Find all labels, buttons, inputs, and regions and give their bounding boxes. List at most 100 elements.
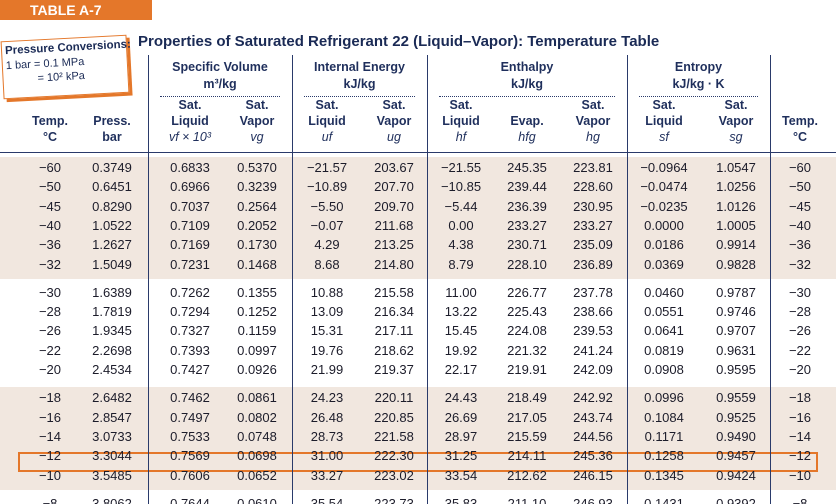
- cell: 8.79: [448, 256, 474, 272]
- cell: 0.0186: [644, 237, 684, 253]
- column-header: sf: [659, 130, 669, 144]
- cell: 0.0802: [237, 409, 277, 425]
- highlight: [18, 452, 818, 472]
- cell: 0.0908: [644, 362, 684, 377]
- column-header: Sat.: [178, 98, 202, 112]
- cell: −16: [38, 409, 62, 425]
- group-rule: [439, 96, 615, 97]
- column-header: °C: [42, 130, 58, 144]
- cell: 0.9914: [716, 237, 756, 253]
- cell: 24.23: [310, 390, 344, 406]
- cell: −36: [788, 237, 812, 253]
- cell: 13.09: [310, 304, 344, 320]
- cell: 236.39: [507, 198, 547, 214]
- cell: 0.5370: [237, 160, 277, 175]
- column-rule: [148, 55, 149, 504]
- cell: 0.1431: [644, 495, 684, 504]
- cell: 239.44: [507, 179, 547, 195]
- column-header: Liquid: [171, 114, 209, 128]
- cell: −18: [788, 390, 812, 406]
- column-header: Temp.: [32, 114, 68, 128]
- cell: 0.3749: [92, 160, 132, 175]
- cell: 0.9595: [716, 362, 756, 377]
- cell: 0.0861: [237, 390, 277, 406]
- cell: 26.48: [310, 409, 344, 425]
- cell: 238.66: [573, 304, 613, 320]
- cell: −0.0474: [640, 179, 688, 195]
- column-header: hg: [586, 130, 600, 144]
- cell: 235.09: [573, 237, 613, 253]
- cell: 246.15: [573, 467, 613, 483]
- column-header: Liquid: [442, 114, 480, 128]
- cell: 21.99: [310, 362, 344, 377]
- column-header: vf × 10³: [168, 130, 212, 144]
- cell: −26: [788, 323, 812, 339]
- cell: 3.3044: [92, 448, 132, 464]
- cell: −10.85: [440, 179, 482, 195]
- cell: 0.1084: [644, 409, 684, 425]
- cell: 217.11: [374, 323, 414, 339]
- column-header: ug: [387, 130, 401, 144]
- cell: 211.68: [374, 217, 414, 233]
- cell: 22.17: [444, 362, 478, 377]
- cell: 4.29: [314, 237, 340, 253]
- cell: 239.53: [573, 323, 613, 339]
- cell: −60: [38, 160, 62, 175]
- cell: 220.11: [374, 390, 414, 406]
- column-rule: [292, 55, 293, 504]
- column-header: Sat.: [245, 98, 269, 112]
- row-shade: [0, 157, 836, 279]
- cell: 28.97: [444, 428, 478, 444]
- cell: −45: [38, 198, 62, 214]
- cell: −20: [38, 362, 62, 377]
- column-header: Sat.: [315, 98, 339, 112]
- cell: 1.0522: [92, 217, 132, 233]
- cell: 0.7169: [170, 237, 210, 253]
- cell: 243.74: [573, 409, 613, 425]
- cell: 0.1252: [237, 304, 277, 320]
- cell: 211.10: [507, 495, 547, 504]
- cell: −22: [788, 342, 812, 358]
- cell: 0.7294: [170, 304, 210, 320]
- cell: −5.50: [310, 198, 344, 214]
- cell: 0.7606: [170, 467, 210, 483]
- cell: 215.58: [374, 284, 414, 300]
- cell: 0.9525: [716, 409, 756, 425]
- cell: 0.1258: [644, 448, 684, 464]
- cell: −50: [788, 179, 812, 195]
- cell: 225.43: [507, 304, 547, 320]
- cell: 241.24: [573, 342, 613, 358]
- cell: 1.7819: [92, 304, 132, 320]
- cell: 15.31: [310, 323, 344, 339]
- group-rule: [639, 96, 758, 97]
- group-unit: kJ/kg: [343, 77, 376, 91]
- cell: 15.45: [444, 323, 478, 339]
- column-header: Temp.: [782, 114, 818, 128]
- cell: 0.6833: [170, 160, 210, 175]
- cell: 0.7427: [170, 362, 210, 377]
- cell: 1.0126: [716, 198, 756, 214]
- row-shade: [0, 387, 836, 490]
- cell: 245.36: [573, 448, 613, 464]
- cell: −10: [38, 467, 62, 483]
- cell: 219.91: [507, 362, 547, 377]
- cell: 31.25: [444, 448, 478, 464]
- cell: 2.4534: [92, 362, 132, 377]
- cell: 8.68: [314, 256, 340, 272]
- cell: 0.7644: [170, 495, 210, 504]
- column-header: hf: [455, 130, 467, 144]
- cell: −14: [788, 428, 812, 444]
- column-header: Sat.: [382, 98, 406, 112]
- cell: 0.7231: [170, 256, 210, 272]
- cell: 203.67: [374, 160, 414, 175]
- conversion-line: = 10² kPa: [37, 69, 86, 85]
- cell: 219.37: [374, 362, 414, 377]
- cell: 0.9746: [716, 304, 756, 320]
- column-header: Sat.: [581, 98, 605, 112]
- cell: 246.93: [573, 495, 613, 504]
- cell: 0.7262: [170, 284, 210, 300]
- group-title: Enthalpy: [500, 60, 554, 74]
- cell: 214.11: [507, 448, 547, 464]
- column-header: Vapor: [376, 114, 412, 128]
- cell: 0.9631: [716, 342, 756, 358]
